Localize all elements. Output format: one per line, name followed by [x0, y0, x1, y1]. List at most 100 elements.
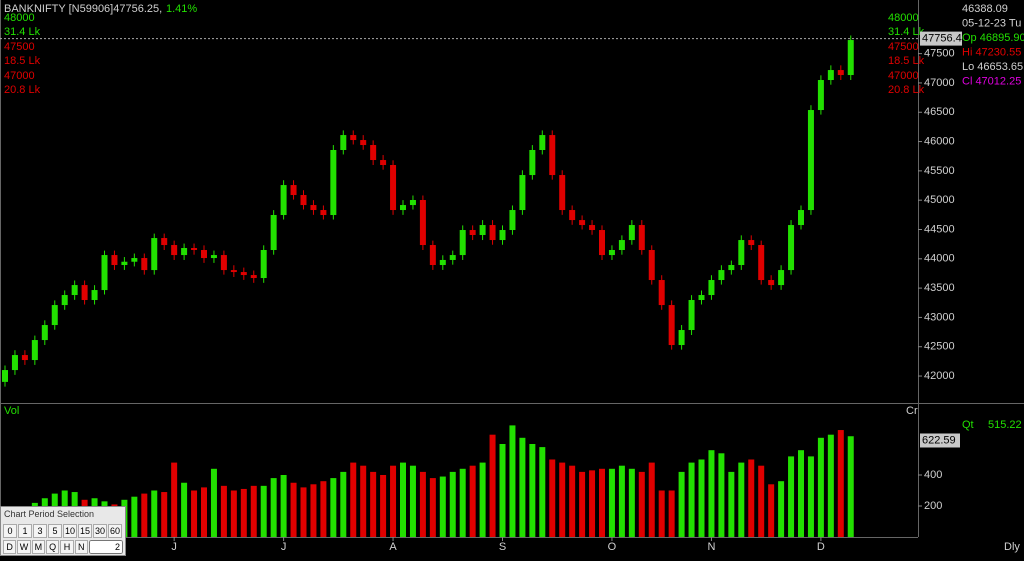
level-volume: 31.4 Lk [888, 26, 925, 38]
candle-body [668, 305, 675, 346]
volume-bar [817, 437, 824, 537]
volume-bar [230, 490, 237, 537]
candle-body [171, 245, 178, 256]
candle-body [141, 258, 148, 271]
volume-bar [728, 471, 735, 537]
period-button[interactable]: D [3, 540, 17, 554]
volume-bar [370, 471, 377, 537]
candle-body [549, 135, 556, 176]
period-button[interactable]: W [17, 540, 31, 554]
candle-body [220, 255, 227, 271]
x-tick-label: S [499, 541, 506, 553]
volume-bar [519, 437, 526, 537]
volume-bar [210, 468, 217, 537]
volume-bar [419, 471, 426, 537]
period-button[interactable]: N [74, 540, 88, 554]
volume-bar [250, 485, 257, 537]
period-button[interactable]: 1 [18, 524, 32, 538]
level-price: 47500 [4, 41, 35, 53]
y-tick-label: 43000 [924, 311, 955, 323]
volume-bar [439, 476, 446, 537]
candle-body [589, 225, 596, 231]
y-tick-label: 42500 [924, 341, 955, 353]
qt-label: Qt [962, 419, 974, 431]
candle-body [738, 240, 745, 266]
candle-body [270, 215, 277, 251]
candle-body [51, 305, 58, 326]
candle-body [201, 250, 207, 259]
period-button[interactable]: 15 [78, 524, 92, 538]
volume-bar [509, 425, 516, 537]
candle-body [579, 220, 586, 226]
button-row: 0 1 3 5 10 15 30 60 [1, 523, 125, 539]
period-button[interactable]: H [60, 540, 74, 554]
candle-body [290, 185, 297, 196]
candle-body [429, 245, 436, 266]
volume-bar [181, 482, 188, 537]
period-button[interactable]: 0 [3, 524, 17, 538]
candle-body [788, 225, 795, 271]
volume-bar [320, 481, 327, 537]
volume-bar [131, 496, 138, 537]
candle-body [539, 135, 546, 151]
volume-bar [489, 434, 496, 537]
period-button[interactable]: 10 [63, 524, 77, 538]
candle-body [330, 150, 337, 216]
qt-value: 515.22 [988, 419, 1022, 431]
period-button[interactable]: 60 [108, 524, 122, 538]
candle-body [61, 295, 68, 306]
info-line: 46388.09 [962, 3, 1008, 15]
volume-bar [429, 478, 436, 537]
y-tick-label: 46500 [924, 106, 955, 118]
volume-bar [549, 459, 556, 537]
volume-bar [758, 465, 765, 537]
volume-bar [798, 450, 804, 537]
candle-body [479, 225, 486, 236]
last-price-label: 47756.4 [922, 33, 962, 45]
chart-title: BANKNIFTY [N59906]47756.25, [4, 3, 162, 15]
volume-bar [469, 465, 476, 537]
candle-body [390, 165, 397, 211]
candle-body [449, 255, 456, 260]
period-input[interactable] [88, 540, 123, 554]
volume-bar [300, 487, 307, 537]
volume-bar [340, 471, 347, 537]
candle-body [419, 200, 426, 246]
last-volume-box [920, 433, 960, 448]
period-button[interactable]: 5 [48, 524, 62, 538]
info-line: 05-12-23 Tu [962, 17, 1021, 29]
candle-body [519, 175, 526, 211]
volume-bar [171, 462, 178, 537]
period-button[interactable]: 30 [93, 524, 107, 538]
volume-bar [688, 462, 695, 537]
candle-body [827, 70, 834, 81]
volume-bar [220, 485, 227, 537]
candle-body [161, 238, 168, 246]
volume-bar [807, 456, 814, 537]
candle-body [698, 295, 705, 301]
volume-bar [310, 484, 317, 537]
info-line: Lo 46653.65 [962, 61, 1023, 73]
volume-bar [141, 493, 148, 537]
candle-body [131, 258, 138, 262]
period-button[interactable]: 3 [33, 524, 47, 538]
candle-body [509, 210, 516, 231]
volume-bar [589, 470, 596, 537]
candle-body [360, 140, 367, 146]
volume-bar [599, 468, 605, 537]
candle-body [469, 230, 476, 236]
period-button[interactable]: Q [45, 540, 60, 554]
level-volume: 31.4 Lk [4, 26, 41, 38]
y-tick-label: 45500 [924, 165, 955, 177]
candle-body [459, 230, 466, 256]
candle-body [559, 175, 566, 211]
candle-body [41, 325, 48, 341]
level-price: 47000 [888, 70, 919, 82]
candle-body [340, 135, 347, 151]
candle-body [569, 210, 576, 221]
candle-body [21, 355, 28, 361]
candle-body [250, 275, 257, 279]
period-button[interactable]: M [31, 540, 45, 554]
level-volume: 20.8 Lk [888, 84, 925, 96]
volume-bar [499, 443, 506, 537]
